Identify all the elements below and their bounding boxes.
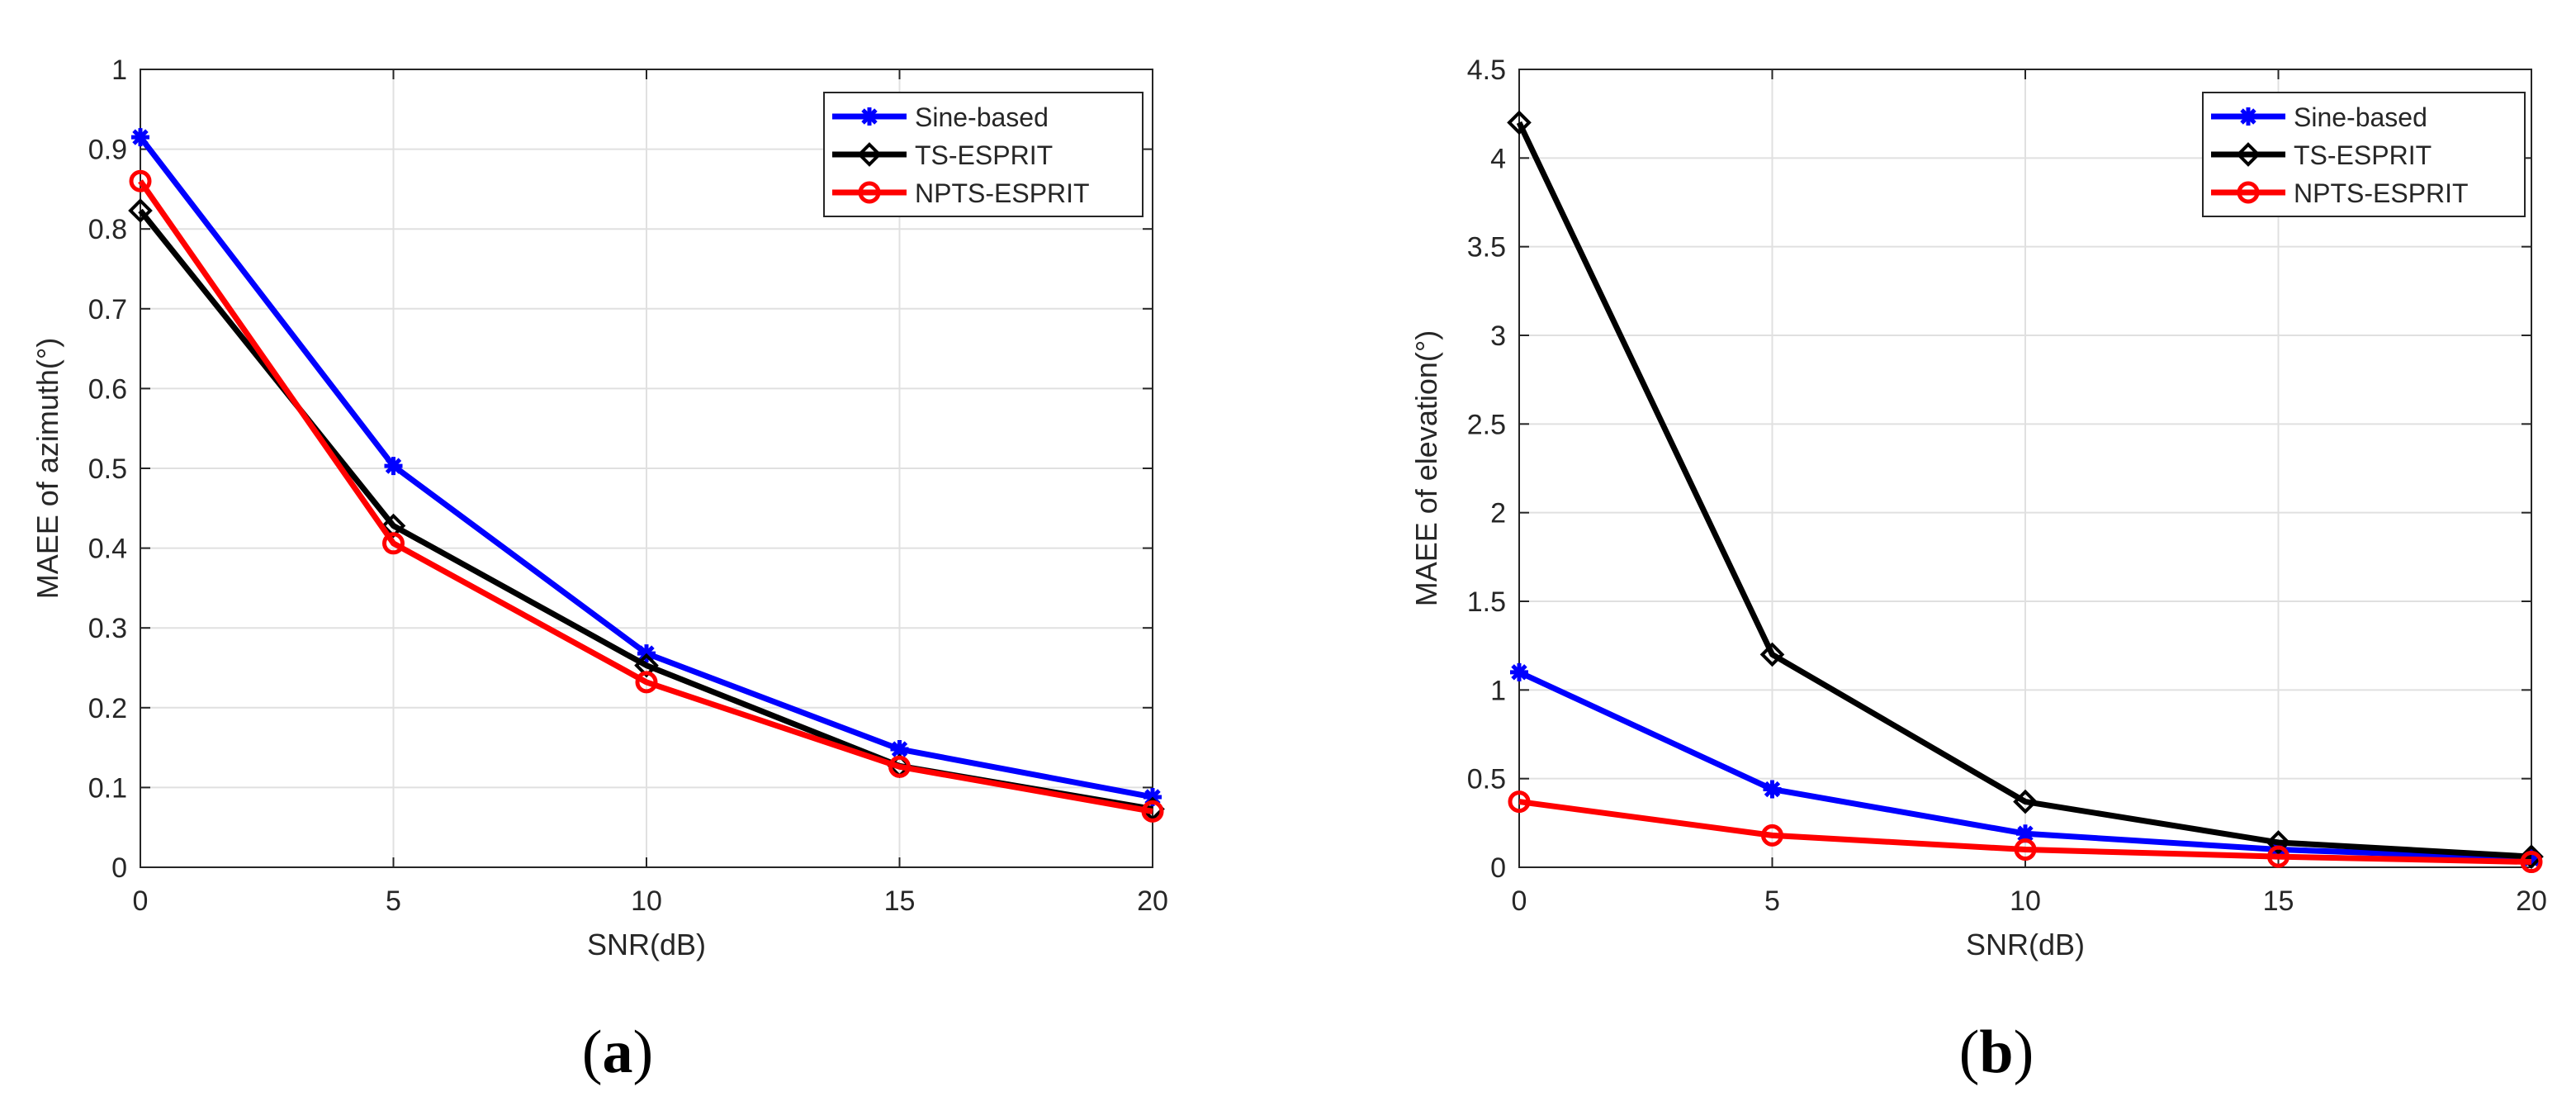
data-point: [1510, 662, 1528, 681]
series-line: [138, 179, 1153, 814]
series-ts-esprit: [1507, 110, 2544, 869]
series-npts-esprit: [1508, 790, 2543, 874]
y-axis-label: MAEE of azimuth(°): [31, 338, 64, 599]
data-point: [1141, 800, 1164, 823]
y-tick-label: 0.3: [88, 613, 127, 644]
chart-panel-a: 0 5 10 15 20 0 0.1 0.2 0.3 0.4 0.5 0.6 0.7 0.8 0.9 1 SNR…: [31, 55, 1168, 1086]
data-point: [384, 457, 403, 476]
data-point: [1763, 780, 1782, 799]
legend-entry: Sine-based: [832, 102, 1049, 132]
x-tick-label: 10: [631, 885, 662, 917]
panel-label-close: ): [633, 1018, 654, 1086]
x-tick-label: 20: [2516, 885, 2547, 917]
series-npts-esprit: [129, 169, 1164, 823]
y-tick-label: 0.9: [88, 135, 127, 166]
data-point: [634, 653, 659, 678]
x-axis-label: SNR(dB): [1966, 928, 2085, 961]
panel-label-letter: b: [1979, 1018, 2013, 1086]
x-tick-label: 5: [386, 885, 401, 917]
data-point: [131, 128, 149, 147]
legend-label: TS-ESPRIT: [2294, 140, 2432, 170]
data-point: [382, 532, 405, 555]
legend-entry: Sine-based: [2211, 102, 2427, 132]
legend-entry: NPTS-ESPRIT: [2211, 178, 2469, 208]
data-point: [2016, 824, 2034, 843]
y-tick-label: 0: [1490, 852, 1506, 884]
y-tick-label: 4.5: [1467, 55, 1506, 86]
series-line: [1518, 799, 2532, 866]
data-point: [2522, 849, 2540, 868]
x-tick-label: 15: [2263, 885, 2294, 917]
y-axis-label: MAEE of elevation(°): [1409, 330, 1443, 607]
y-tick-label: 0.5: [1467, 764, 1506, 795]
chart-panel-b: 0 5 10 15 20 0 0.5 1 1.5 2 2.5 3 3.5 4 4.5 SNR(dB) MAEE …: [1409, 55, 2547, 1086]
panel-label: (b): [1959, 1018, 2034, 1086]
legend-entry: TS-ESPRIT: [2211, 140, 2432, 170]
x-tick-label: 5: [1764, 885, 1780, 917]
x-tick-label: 10: [2010, 885, 2041, 917]
data-point: [2520, 851, 2543, 874]
data-point: [888, 755, 911, 778]
legend-label: Sine-based: [915, 102, 1049, 132]
y-tick-label: 0.1: [88, 772, 127, 804]
data-point: [2267, 845, 2290, 868]
data-point: [128, 198, 153, 223]
data-point: [1508, 790, 1531, 814]
panel-label-open: (: [582, 1018, 603, 1086]
legend-marker: [860, 107, 878, 126]
x-tick-label: 15: [884, 885, 916, 917]
x-axis-label: SNR(dB): [587, 928, 706, 961]
y-tick-label: 0.5: [88, 453, 127, 485]
panel-label-open: (: [1959, 1018, 1980, 1086]
y-tick-label: 2: [1490, 498, 1506, 529]
y-tick-label: 0.4: [88, 534, 127, 565]
y-tick-label: 0.8: [88, 214, 127, 245]
data-point: [2266, 830, 2291, 855]
data-point: [2013, 789, 2038, 814]
y-tick-label: 4: [1490, 143, 1506, 174]
data-point: [1507, 110, 1532, 135]
y-tick-label: 0.6: [88, 373, 127, 405]
panel-label-close: ): [2014, 1018, 2034, 1086]
legend-marker: [2237, 181, 2260, 204]
legend-label: NPTS-ESPRIT: [2294, 178, 2469, 208]
y-tick-label: 0.2: [88, 693, 127, 724]
legend-entry: NPTS-ESPRIT: [832, 178, 1090, 208]
data-point: [890, 740, 909, 759]
series-line: [1516, 121, 2532, 860]
legend-label: TS-ESPRIT: [915, 140, 1053, 170]
y-tick-label: 1.5: [1467, 586, 1506, 618]
panel-label-letter: a: [603, 1018, 633, 1086]
legend: Sine-based TS-ESPRIT NPTS-ESPRIT: [823, 92, 1144, 217]
legend-marker: [2239, 107, 2257, 126]
x-tick-label: 0: [1512, 885, 1527, 917]
legend-marker: [858, 181, 881, 204]
legend-entry: TS-ESPRIT: [832, 140, 1053, 170]
legend-label: NPTS-ESPRIT: [915, 178, 1090, 208]
data-point: [129, 169, 152, 192]
y-tick-label: 0: [111, 852, 127, 884]
y-tick-label: 2.5: [1467, 409, 1506, 440]
legend-marker: [857, 142, 882, 167]
data-point: [2014, 838, 2037, 862]
legend: Sine-based TS-ESPRIT NPTS-ESPRIT: [2202, 92, 2526, 217]
x-tick-label: 0: [133, 885, 149, 917]
legend-label: Sine-based: [2294, 102, 2427, 132]
y-tick-label: 3.5: [1467, 232, 1506, 263]
y-tick-label: 1: [1490, 675, 1506, 706]
y-tick-label: 0.7: [88, 294, 127, 325]
data-point: [1761, 824, 1783, 847]
y-tick-label: 1: [111, 55, 127, 86]
y-tick-label: 3: [1490, 320, 1506, 352]
x-tick-label: 20: [1137, 885, 1168, 917]
legend-marker: [2236, 142, 2261, 167]
data-point: [1759, 642, 1785, 667]
panel-label: (a): [582, 1018, 653, 1086]
data-point: [635, 671, 658, 694]
